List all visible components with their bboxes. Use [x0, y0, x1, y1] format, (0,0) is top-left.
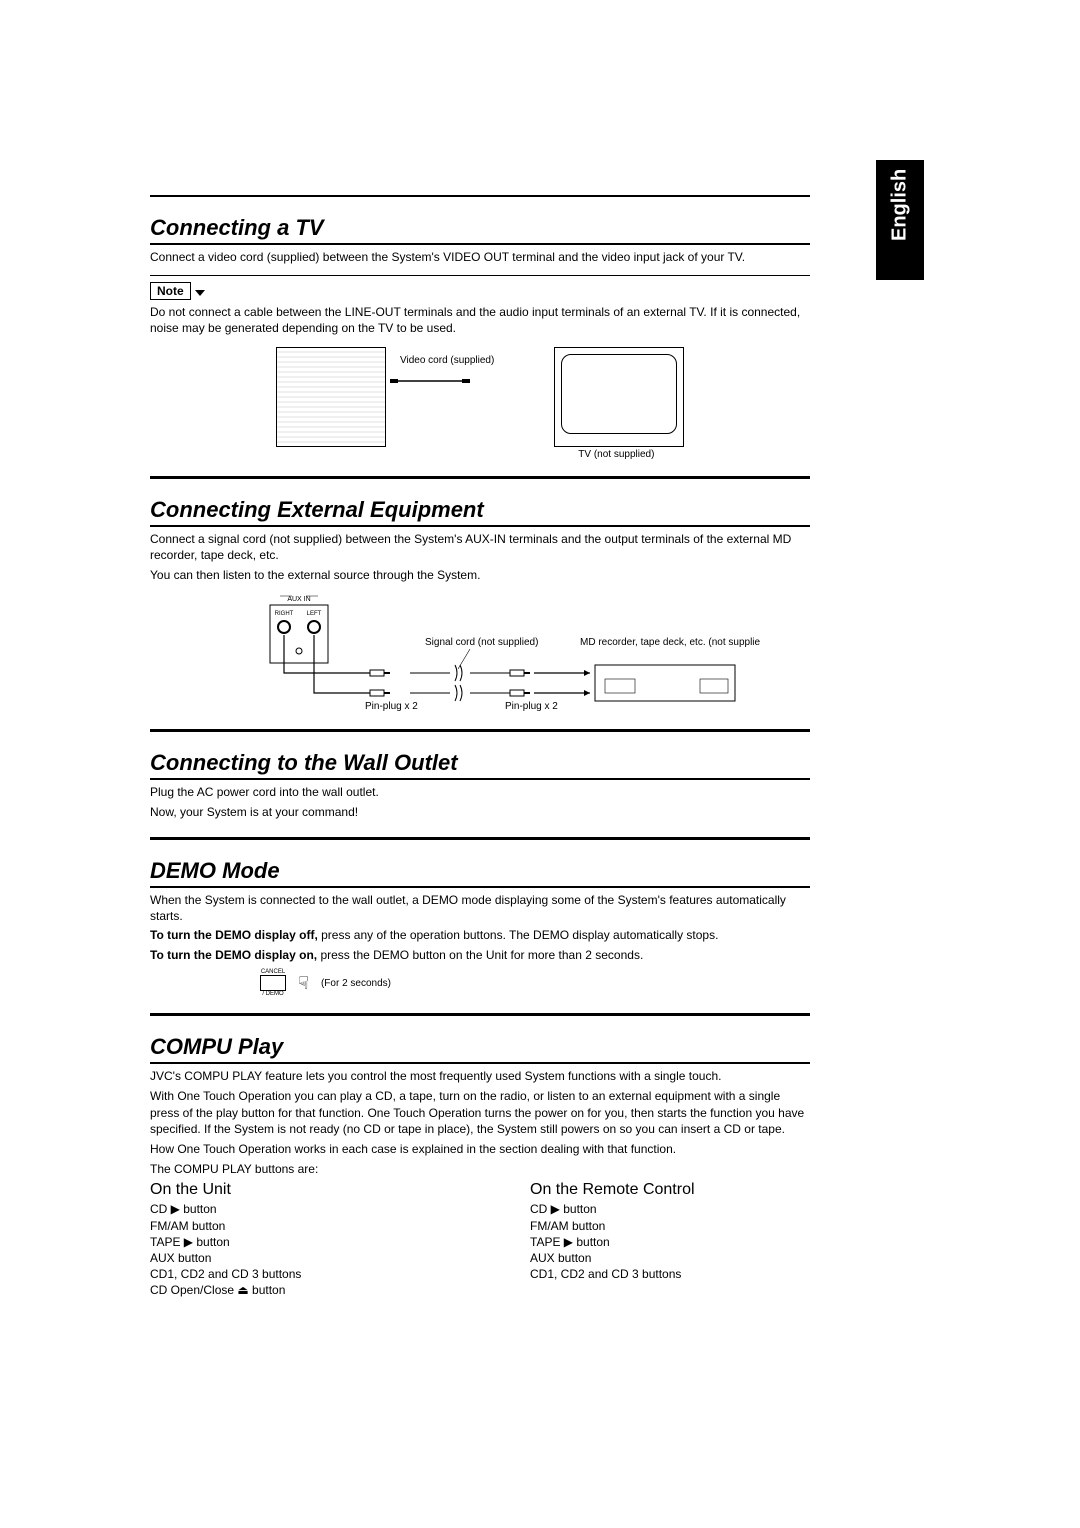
section-heading-tv: Connecting a TV [150, 215, 810, 241]
diagram-label: Video cord (supplied) [400, 355, 494, 366]
list-item: TAPE ▶ button [150, 1234, 430, 1250]
body-text: Now, your System is at your command! [150, 804, 810, 820]
section-heading-wall: Connecting to the Wall Outlet [150, 750, 810, 776]
duration-label: (For 2 seconds) [321, 978, 391, 989]
list-item: CD1, CD2 and CD 3 buttons [530, 1266, 810, 1282]
body-text: You can then listen to the external sour… [150, 567, 810, 583]
diagram-label: TV (not supplied) [276, 449, 685, 460]
rule [150, 275, 810, 276]
rule [150, 195, 810, 197]
list-item: CD Open/Close ⏏ button [150, 1282, 430, 1298]
rule [150, 1013, 810, 1016]
button-list: CD ▶ button FM/AM button TAPE ▶ button A… [530, 1201, 810, 1282]
body-text: How One Touch Operation works in each ca… [150, 1141, 810, 1157]
body-text: To turn the DEMO display on, press the D… [150, 947, 810, 963]
aux-in-label: AUX IN [287, 596, 310, 603]
body-text: With One Touch Operation you can play a … [150, 1088, 810, 1137]
note-tail-icon [195, 290, 205, 296]
list-item: FM/AM button [150, 1218, 430, 1234]
section-heading-ext: Connecting External Equipment [150, 497, 810, 523]
note-label: Note [150, 282, 191, 300]
rule [150, 525, 810, 527]
remote-column: On the Remote Control CD ▶ button FM/AM … [530, 1181, 810, 1298]
page-content: Connecting a TV Connect a video cord (su… [150, 195, 810, 1299]
tv-icon [554, 347, 684, 447]
button-list: CD ▶ button FM/AM button TAPE ▶ button A… [150, 1201, 430, 1298]
body-text: Connect a signal cord (not supplied) bet… [150, 531, 810, 563]
demo-button-icon [260, 975, 286, 991]
demo-button-diagram: CANCEL / DEMO ☟ (For 2 seconds) [260, 969, 810, 997]
note-body: Do not connect a cable between the LINE-… [150, 304, 810, 336]
svg-text:Pin-plug x 2: Pin-plug x 2 [505, 701, 558, 712]
body-text: When the System is connected to the wall… [150, 892, 810, 924]
emphasis: To turn the DEMO display off, [150, 928, 318, 942]
rule [150, 1062, 810, 1064]
body-text: press the DEMO button on the Unit for mo… [317, 948, 643, 962]
rule [150, 729, 810, 732]
list-item: CD ▶ button [530, 1201, 810, 1217]
rule [150, 837, 810, 840]
body-text: JVC's COMPU PLAY feature lets you contro… [150, 1068, 810, 1084]
signal-diagram-svg: AUX IN RIGHT LEFT [200, 593, 760, 713]
rule [150, 243, 810, 245]
list-item: TAPE ▶ button [530, 1234, 810, 1250]
unit-column: On the Unit CD ▶ button FM/AM button TAP… [150, 1181, 430, 1298]
column-head: On the Remote Control [530, 1181, 810, 1199]
system-unit-icon [276, 347, 386, 447]
hand-cursor-icon: ☟ [298, 973, 309, 994]
list-item: AUX button [150, 1250, 430, 1266]
language-tab: English [876, 160, 924, 280]
svg-text:Signal cord (not supplied): Signal cord (not supplied) [425, 637, 538, 648]
compu-play-columns: On the Unit CD ▶ button FM/AM button TAP… [150, 1181, 810, 1298]
emphasis: To turn the DEMO display on, [150, 948, 317, 962]
demo-label: / DEMO [260, 991, 286, 997]
body-text: Connect a video cord (supplied) between … [150, 249, 810, 265]
ext-connection-diagram: AUX IN RIGHT LEFT [150, 593, 810, 713]
section-heading-demo: DEMO Mode [150, 858, 810, 884]
svg-text:LEFT: LEFT [307, 611, 322, 617]
svg-text:MD recorder, tape deck, etc. (: MD recorder, tape deck, etc. (not suppli… [580, 637, 760, 648]
body-text: The COMPU PLAY buttons are: [150, 1161, 810, 1177]
cable-icon: Video cord (supplied) [390, 371, 470, 396]
svg-text:Pin-plug x 2: Pin-plug x 2 [365, 701, 418, 712]
body-text: To turn the DEMO display off, press any … [150, 927, 810, 943]
tv-connection-diagram: Video cord (supplied) TV (not supplied) [150, 347, 810, 460]
list-item: FM/AM button [530, 1218, 810, 1234]
list-item: AUX button [530, 1250, 810, 1266]
body-text: press any of the operation buttons. The … [318, 928, 719, 942]
body-text: Plug the AC power cord into the wall out… [150, 784, 810, 800]
rule [150, 778, 810, 780]
list-item: CD1, CD2 and CD 3 buttons [150, 1266, 430, 1282]
list-item: CD ▶ button [150, 1201, 430, 1217]
section-heading-compu: COMPU Play [150, 1034, 810, 1060]
column-head: On the Unit [150, 1181, 430, 1199]
svg-text:RIGHT: RIGHT [275, 611, 294, 617]
rule [150, 886, 810, 888]
rule [150, 476, 810, 479]
